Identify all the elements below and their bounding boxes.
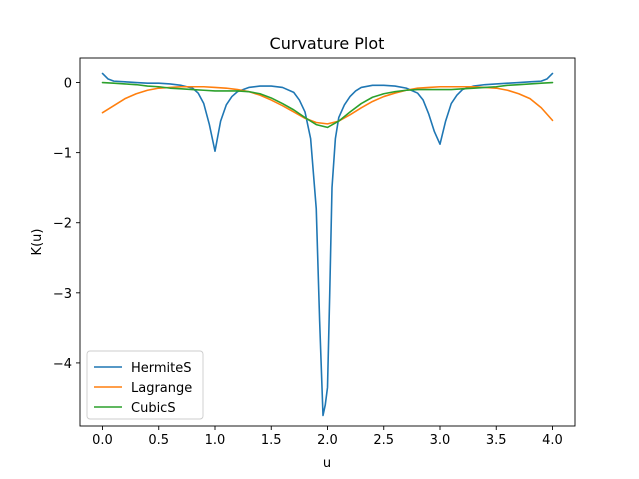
y-tick-label: −4 xyxy=(53,357,72,372)
y-axis-label: K(u) xyxy=(30,229,45,256)
legend: HermiteS Lagrange CubicS xyxy=(86,350,204,420)
x-tick-label: 1.5 xyxy=(261,433,282,448)
legend-box xyxy=(86,350,204,420)
x-tick-label: 3.0 xyxy=(430,433,451,448)
legend-label-cubics: CubicS xyxy=(131,401,176,416)
x-tick-label: 1.0 xyxy=(205,433,226,448)
series-line-hermites xyxy=(101,72,554,417)
x-tick-label: 0.5 xyxy=(148,433,169,448)
legend-label-hermites: HermiteS xyxy=(131,361,192,376)
series-layer xyxy=(101,72,554,417)
series-line-lagrange xyxy=(101,85,554,125)
x-axis-label: u xyxy=(323,456,331,471)
y-tick-label: −2 xyxy=(53,217,72,232)
x-tick-label: 2.0 xyxy=(317,433,338,448)
y-tick-label: −1 xyxy=(53,147,72,162)
x-tick-label: 3.5 xyxy=(486,433,507,448)
y-tick-label: −3 xyxy=(53,287,72,302)
y-tick-label: 0 xyxy=(64,77,72,92)
x-tick-label: 2.5 xyxy=(373,433,394,448)
chart-title: Curvature Plot xyxy=(270,34,385,53)
series-line-cubics xyxy=(101,81,554,129)
x-tick-label: 0.0 xyxy=(92,433,113,448)
x-tick-label: 4.0 xyxy=(542,433,563,448)
y-axis-ticks: 0 −1 −2 −3 −4 xyxy=(53,77,80,372)
x-axis-ticks: 0.0 0.5 1.0 1.5 2.0 2.5 3.0 3.5 4.0 xyxy=(92,426,563,448)
legend-label-lagrange: Lagrange xyxy=(131,381,192,396)
